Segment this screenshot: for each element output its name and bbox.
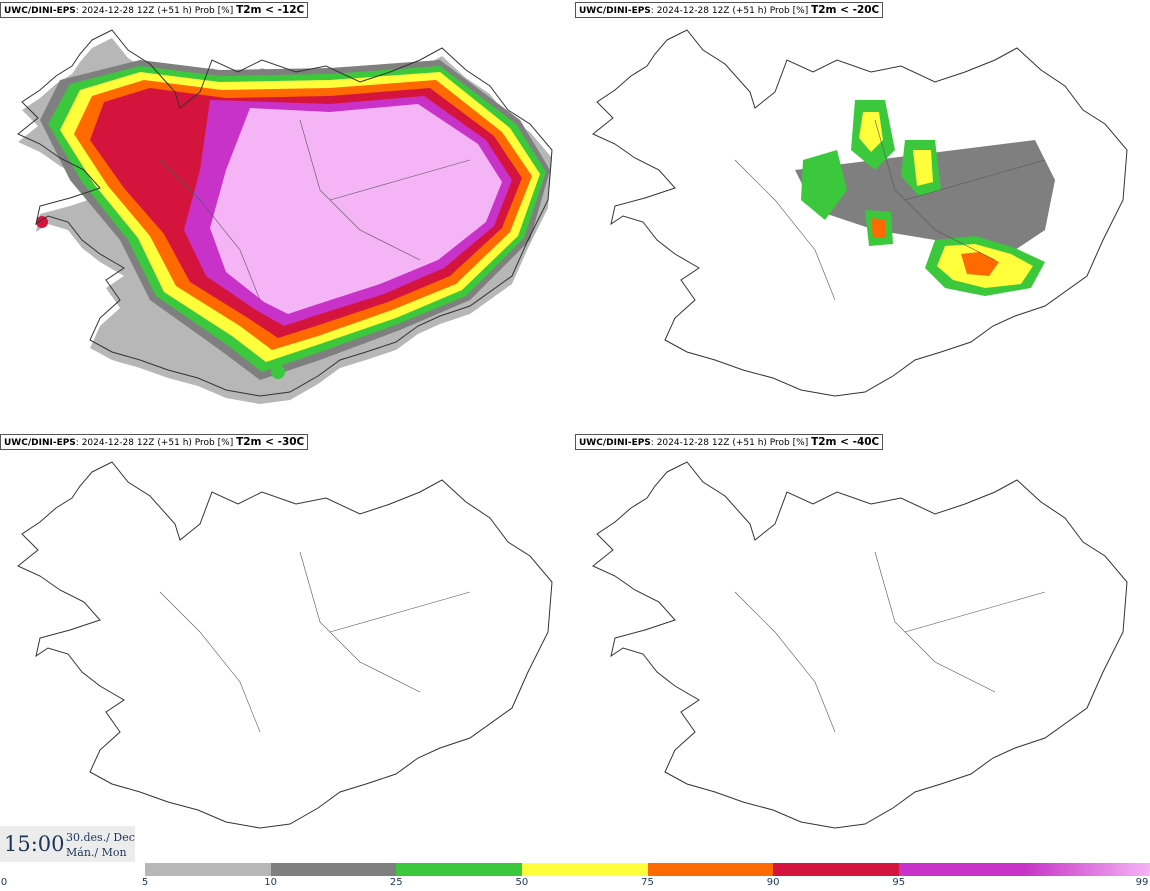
map-panel-t2m-20: UWC/DINI-EPS: 2024-12-28 12Z (+51 h) Pro… xyxy=(575,0,1150,430)
valid-time: 15:00 xyxy=(4,832,65,856)
scale-tick-25: 25 xyxy=(389,877,403,888)
threshold-condition: T2m < -30C xyxy=(236,436,305,448)
scale-tick-10: 10 xyxy=(264,877,277,888)
run-info: : 2024-12-28 12Z (+51 h) Prob [%] xyxy=(650,438,812,448)
scale-segment-6 xyxy=(898,863,1025,876)
iceland-map-probability-12 xyxy=(17,29,553,404)
threshold-condition: T2m < -20C xyxy=(811,4,880,16)
scale-tick-95: 95 xyxy=(892,877,906,888)
probability-scale-ticks: 0 5 10 25 50 75 90 95 99 xyxy=(0,877,1150,891)
scale-segment-3 xyxy=(521,863,648,876)
threshold-condition: T2m < -40C xyxy=(811,436,880,448)
panel-title: UWC/DINI-EPS: 2024-12-28 12Z (+51 h) Pro… xyxy=(575,2,884,18)
scale-segment-5 xyxy=(773,863,899,876)
valid-weekday: Mán./ Mon xyxy=(66,846,127,859)
model-name: UWC/DINI-EPS xyxy=(4,6,76,16)
scale-segment-1 xyxy=(270,863,397,876)
run-info: : 2024-12-28 12Z (+51 h) Prob [%] xyxy=(650,6,812,16)
panel-title: UWC/DINI-EPS: 2024-12-28 12Z (+51 h) Pro… xyxy=(575,434,884,450)
scale-tick-99: 99 xyxy=(1135,877,1149,888)
scale-segment-4 xyxy=(647,863,774,876)
run-info: : 2024-12-28 12Z (+51 h) Prob [%] xyxy=(75,438,237,448)
valid-date: 30.des./ Dec xyxy=(66,831,135,844)
scale-segment-7 xyxy=(1024,863,1150,876)
iceland-map-probability-40 xyxy=(592,461,1128,829)
map-panel-t2m-30: UWC/DINI-EPS: 2024-12-28 12Z (+51 h) Pro… xyxy=(0,432,575,862)
scale-tick-5: 5 xyxy=(141,877,149,888)
iceland-map-probability-30 xyxy=(17,461,553,829)
model-name: UWC/DINI-EPS xyxy=(4,438,76,448)
map-panel-t2m-12: UWC/DINI-EPS: 2024-12-28 12Z (+51 h) Pro… xyxy=(0,0,575,430)
iceland-map-probability-20 xyxy=(592,29,1128,397)
scale-tick-50: 50 xyxy=(515,877,529,888)
probability-color-scale xyxy=(145,863,1150,876)
scale-tick-90: 90 xyxy=(766,877,780,888)
model-name: UWC/DINI-EPS xyxy=(579,438,651,448)
map-panel-t2m-40: UWC/DINI-EPS: 2024-12-28 12Z (+51 h) Pro… xyxy=(575,432,1150,862)
scale-segment-0 xyxy=(145,863,271,876)
panel-title: UWC/DINI-EPS: 2024-12-28 12Z (+51 h) Pro… xyxy=(0,434,309,450)
run-info: : 2024-12-28 12Z (+51 h) Prob [%] xyxy=(75,6,237,16)
scale-tick-75: 75 xyxy=(641,877,654,888)
model-name: UWC/DINI-EPS xyxy=(579,6,651,16)
threshold-condition: T2m < -12C xyxy=(236,4,305,16)
valid-time-box: 15:00 30.des./ Dec Mán./ Mon xyxy=(0,826,135,862)
scale-segment-2 xyxy=(396,863,522,876)
scale-tick-0: 0 xyxy=(0,877,8,888)
panel-title: UWC/DINI-EPS: 2024-12-28 12Z (+51 h) Pro… xyxy=(0,2,309,18)
